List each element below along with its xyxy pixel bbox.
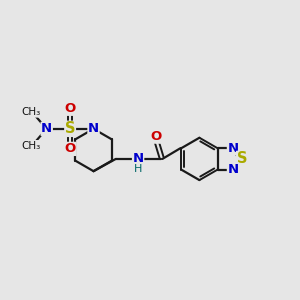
- Text: N: N: [133, 152, 144, 165]
- Text: N: N: [227, 142, 239, 155]
- Text: CH₃: CH₃: [22, 107, 41, 117]
- Text: N: N: [41, 122, 52, 135]
- Text: H: H: [134, 164, 142, 174]
- Text: CH₃: CH₃: [22, 140, 41, 151]
- Text: O: O: [64, 102, 76, 115]
- Text: S: S: [237, 152, 247, 166]
- Text: N: N: [88, 122, 99, 135]
- Text: O: O: [150, 130, 162, 143]
- Text: N: N: [227, 163, 239, 176]
- Text: O: O: [64, 142, 76, 155]
- Text: S: S: [65, 121, 75, 136]
